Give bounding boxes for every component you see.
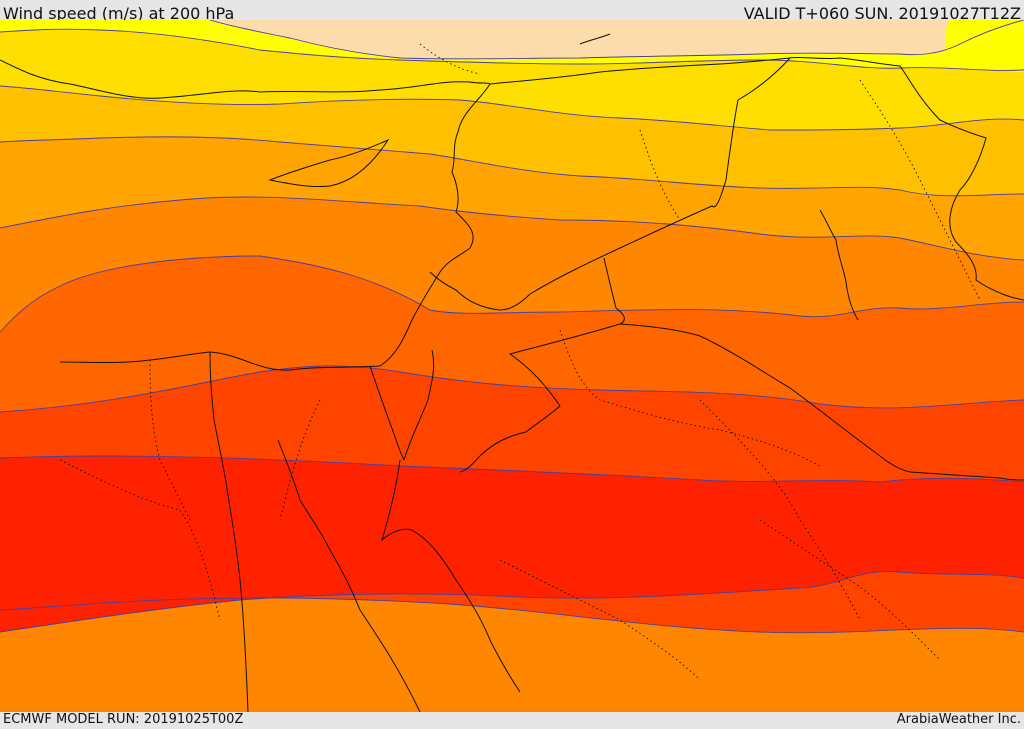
admin-boundaries: [59, 43, 981, 681]
model-run: ECMWF MODEL RUN: 20191025T00Z: [3, 712, 244, 727]
contour-line: [0, 365, 1024, 413]
map-canvas: [0, 20, 1024, 712]
contour-line: [0, 570, 1024, 633]
contour-line: [0, 85, 1024, 131]
coastline-levant: [379, 83, 491, 367]
coastline-caspian: [579, 33, 611, 45]
contour-line: [0, 597, 1024, 634]
contour-line: [0, 455, 1024, 483]
border-iraq-saudi: [619, 323, 1024, 481]
contour-line: [209, 20, 1024, 60]
border-syria-iraq: [499, 57, 791, 311]
contour-line: [0, 136, 1024, 197]
coastline-gulf-aqaba: [403, 349, 435, 461]
coastline-red-sea-west: [277, 439, 421, 712]
national-borders: [209, 56, 1024, 712]
coastline-persian-gulf: [819, 209, 859, 321]
map-title: Wind speed (m/s) at 200 hPa: [3, 4, 235, 23]
band-yellow-east: [944, 20, 1024, 72]
contour-line: [0, 196, 1024, 261]
border-iraq-iran: [789, 56, 1024, 301]
border-jordan-saudi: [459, 257, 625, 473]
coastline-cyprus: [268, 138, 390, 187]
valid-time: VALID T+060 SUN. 20191027T12Z: [743, 4, 1021, 23]
admin-boundary: [559, 329, 821, 467]
admin-boundary: [759, 519, 941, 661]
border-egypt-israel: [369, 365, 405, 461]
contour-lines: [0, 20, 1024, 634]
border-syria-jordan: [429, 271, 501, 311]
coastline-red-sea-east: [381, 459, 521, 693]
border-turkey-syria: [489, 57, 791, 85]
coastlines: [0, 33, 859, 712]
admin-boundary: [279, 399, 321, 521]
admin-boundary: [859, 79, 981, 301]
wind-speed-map: [0, 20, 1024, 712]
admin-boundary: [639, 129, 681, 221]
band-light-peach: [210, 20, 1024, 59]
credit: ArabiaWeather Inc.: [896, 712, 1021, 727]
border-egypt-sudan-libya: [209, 351, 249, 712]
contour-line: [0, 28, 1024, 71]
contour-line: [0, 255, 1024, 333]
coastline-turkey-south: [0, 59, 491, 99]
